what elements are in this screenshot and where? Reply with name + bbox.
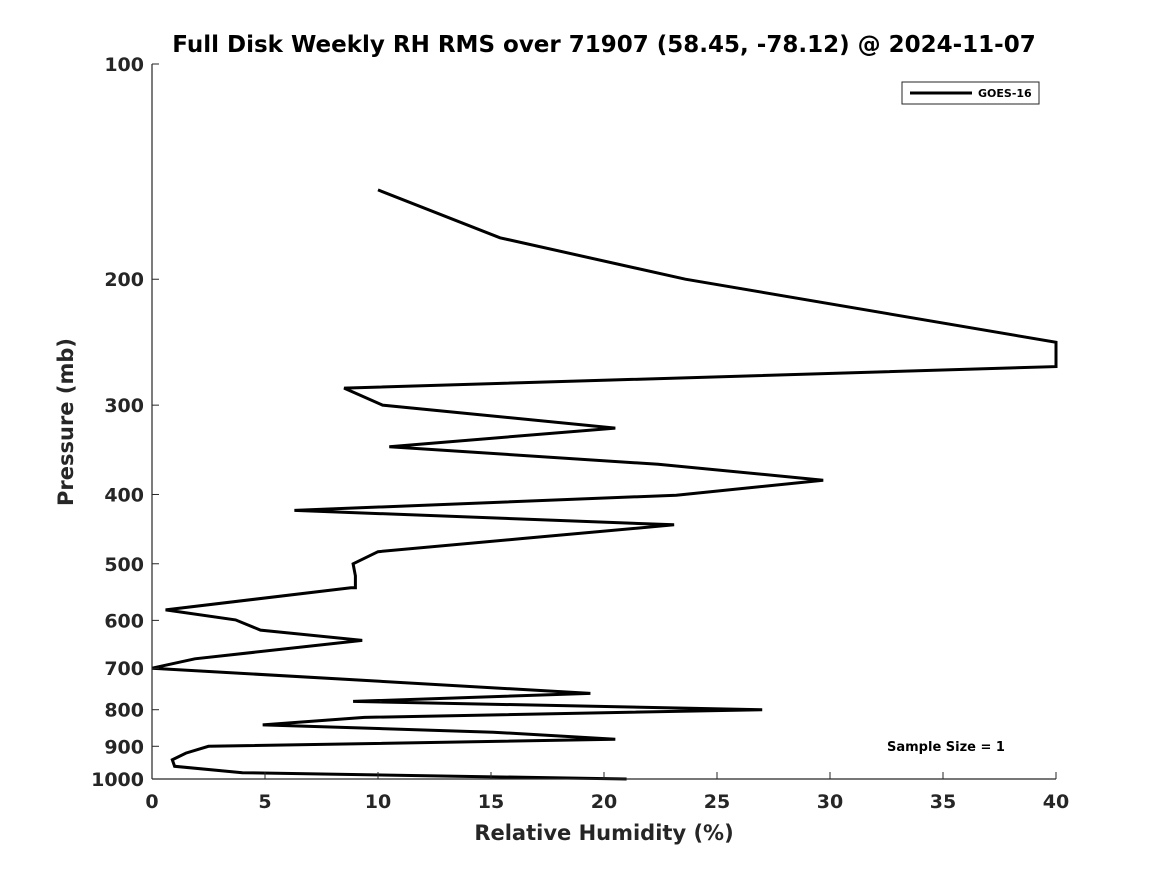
x-tick-label: 15 (478, 791, 504, 813)
x-tick-label: 35 (930, 791, 956, 813)
y-axis-label: Pressure (mb) (54, 338, 78, 506)
y-tick-label: 300 (104, 395, 144, 417)
y-tick-label: 200 (104, 269, 144, 291)
x-tick-label: 10 (365, 791, 391, 813)
y-tick-label: 600 (104, 610, 144, 632)
x-tick-label: 5 (258, 791, 271, 813)
y-tick-label: 500 (104, 554, 144, 576)
series-layer (151, 188, 1058, 781)
y-tick-label: 1000 (91, 769, 144, 791)
y-tick-label: 100 (104, 54, 144, 76)
legend-entry-goes-16: GOES-16 (978, 87, 1032, 100)
y-tick-group: 100 200 300 400 500 600 700 800 900 1000 (91, 54, 159, 791)
x-tick-label: 40 (1043, 791, 1069, 813)
x-tick-group: 0 5 10 15 20 25 30 35 40 (145, 772, 1069, 813)
y-tick-label: 800 (104, 700, 144, 722)
plot-area (152, 64, 1056, 779)
x-tick-label: 30 (817, 791, 843, 813)
legend: GOES-16 (901, 81, 1040, 105)
x-tick-label: 25 (704, 791, 730, 813)
y-tick-label: 900 (104, 736, 144, 758)
x-tick-label: 20 (591, 791, 617, 813)
sample-size-annotation: Sample Size = 1 (887, 740, 1005, 755)
series-line-goes-16 (151, 188, 1058, 781)
x-axis-label: Relative Humidity (%) (474, 821, 733, 845)
chart-title: Full Disk Weekly RH RMS over 71907 (58.4… (172, 32, 1035, 58)
y-tick-label: 700 (104, 658, 144, 680)
x-tick-label: 0 (145, 791, 158, 813)
y-tick-label: 400 (104, 484, 144, 506)
